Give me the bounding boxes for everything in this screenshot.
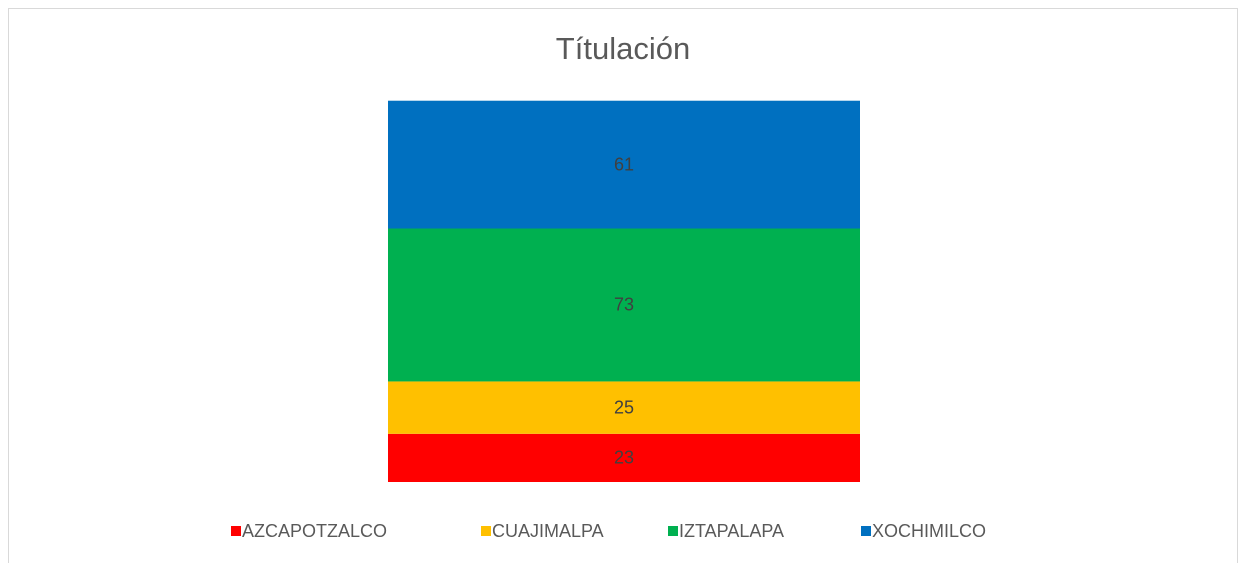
legend-label: XOCHIMILCO [872, 521, 986, 541]
data-label: 61 [614, 154, 634, 174]
data-label: 25 [614, 397, 634, 417]
legend-label: AZCAPOTZALCO [242, 521, 387, 541]
legend-swatch [861, 526, 871, 536]
chart-title: Títulación [556, 31, 690, 66]
data-label: 73 [614, 295, 634, 315]
bar-segment [388, 100, 860, 229]
legend-swatch [231, 526, 241, 536]
legend-swatch [481, 526, 491, 536]
legend-label: CUAJIMALPA [492, 521, 604, 541]
bar-segment [388, 381, 860, 434]
legend-label: IZTAPALAPA [679, 521, 784, 541]
data-label: 23 [614, 448, 634, 468]
legend-swatch [668, 526, 678, 536]
bar-segment [388, 433, 860, 482]
bar-segment [388, 228, 860, 382]
